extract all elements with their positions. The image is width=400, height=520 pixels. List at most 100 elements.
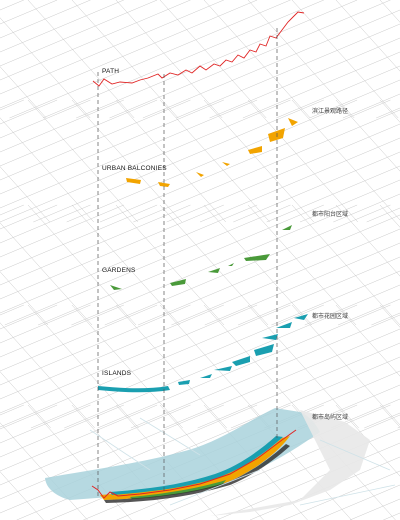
grid-line — [159, 204, 269, 326]
grid-line — [233, 151, 400, 223]
grid-line — [0, 304, 258, 414]
grid-line — [230, 356, 400, 429]
island-patch — [262, 334, 278, 340]
grid-line — [0, 404, 258, 514]
grid-line — [159, 304, 271, 429]
grid-line — [197, 342, 400, 429]
grid-line — [115, 304, 227, 429]
balcony-patch — [158, 182, 170, 187]
grid-line — [0, 304, 124, 358]
path-line — [92, 11, 305, 87]
grid-line — [0, 0, 191, 81]
island-patch — [232, 356, 250, 366]
grid-line — [0, 99, 158, 167]
water-body — [45, 408, 320, 500]
grid-line — [71, 404, 176, 520]
grid-line — [115, 204, 225, 326]
grid-line — [283, 470, 400, 520]
cn-label-path: 滨江景观路径 — [312, 107, 348, 115]
grid-line — [97, 304, 391, 429]
grid-line — [335, 99, 400, 172]
grid-line — [0, 371, 51, 429]
grid-line — [216, 442, 400, 520]
composite-strip-teal — [110, 436, 283, 495]
grid-line — [0, 471, 44, 520]
island-patch — [294, 314, 308, 320]
grid-line — [0, 422, 88, 520]
grid-line — [379, 304, 400, 328]
grid-line — [0, 304, 191, 386]
grid-line — [0, 99, 24, 111]
garden-patch — [282, 225, 292, 230]
grid-line — [291, 204, 400, 326]
grid-line — [137, 214, 400, 326]
grid-line — [0, 99, 191, 181]
grid-line — [159, 99, 270, 223]
grid-line — [379, 0, 400, 23]
garden-patch — [170, 279, 186, 286]
grid-line — [0, 99, 124, 153]
grid-line — [0, 204, 58, 230]
grid-line — [104, 204, 391, 326]
grid-line — [133, 109, 400, 223]
grid-line — [247, 204, 357, 326]
urban-balconies-shapes — [126, 118, 298, 187]
grid-line — [299, 179, 400, 223]
label-path: PATH — [102, 68, 119, 75]
grid-plane — [0, 99, 400, 223]
grid-line — [204, 242, 400, 326]
faint-roads — [89, 417, 396, 506]
grid-line — [242, 51, 400, 119]
grid-line — [247, 304, 359, 429]
grid-line — [342, 93, 400, 119]
grid-line — [364, 412, 400, 429]
island-patch — [276, 322, 292, 328]
grid-line — [335, 204, 400, 277]
grid-line — [27, 0, 135, 119]
grid-line — [0, 99, 291, 223]
grid-line — [291, 99, 400, 221]
grid-line — [247, 0, 355, 119]
balcony-patch — [248, 146, 262, 154]
grid-line — [64, 304, 358, 429]
grid-line — [335, 404, 400, 477]
land-area — [210, 410, 370, 516]
cn-label-gardens: 都市花园区域 — [312, 312, 348, 320]
grid-line — [383, 512, 400, 520]
grid-line — [376, 107, 400, 119]
grid-line — [76, 0, 358, 119]
grid-line — [66, 99, 358, 223]
grid-line — [0, 404, 124, 458]
grid-line — [0, 404, 224, 500]
grid-line — [0, 99, 258, 209]
grid-line — [27, 99, 138, 223]
balcony-patch — [268, 128, 285, 142]
grid-line — [291, 0, 399, 119]
grid-line — [30, 304, 324, 429]
grid-line — [159, 0, 267, 119]
grid-line — [237, 256, 400, 326]
grid-line — [379, 404, 400, 428]
dashed-guides — [97, 28, 278, 498]
grid-line — [71, 0, 179, 119]
grid-line — [0, 304, 58, 330]
grid-line — [0, 0, 158, 67]
grid-line — [115, 0, 223, 119]
grid-line — [71, 204, 181, 326]
grid-line — [0, 304, 224, 400]
island-patch — [254, 344, 274, 356]
grid-line — [0, 222, 93, 326]
grid-line — [4, 204, 291, 326]
grid-line — [371, 312, 400, 326]
grid-line — [271, 270, 400, 326]
grid-line — [366, 207, 400, 223]
island-patch — [98, 386, 170, 393]
grid-line — [27, 204, 137, 326]
grid-line — [0, 404, 58, 430]
grid-line — [0, 0, 58, 25]
grid-line — [0, 204, 258, 314]
grid-line — [203, 0, 311, 119]
composite-path-red — [91, 429, 297, 499]
